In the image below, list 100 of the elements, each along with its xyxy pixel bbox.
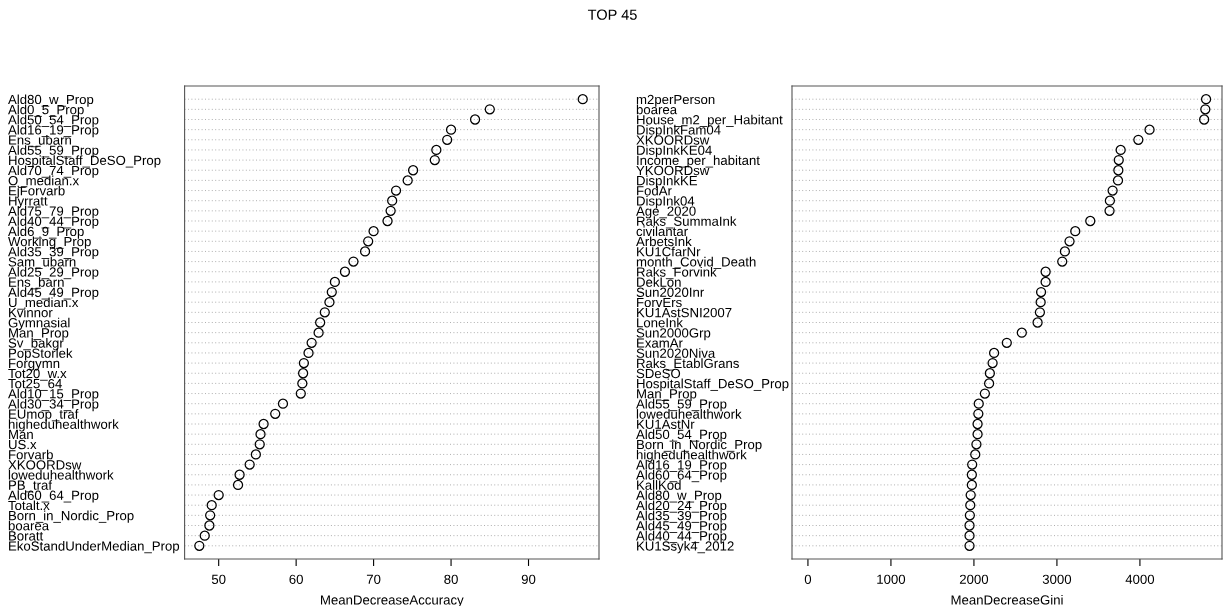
point [965,489,976,501]
point [1133,134,1144,145]
x-tick-label: 2000 [959,574,989,584]
y-tick-label: LoneInk [637,317,683,328]
y-tick-label: month_Covid_Death [636,256,756,269]
point [988,347,1000,359]
point [232,479,244,491]
y-tick-label: XKOORDsw [8,460,82,470]
y-tick-label: KU1CfarNr [637,246,701,257]
point [295,388,306,399]
y-tick-label: Gymnasial [8,317,70,331]
y-tick-label: ForvErs [637,297,682,308]
point [298,357,310,369]
y-tick-label: KU1AstNr [637,419,695,429]
point [983,378,995,389]
point [390,185,402,196]
point [971,439,982,450]
chart-title: TOP 45 [587,9,637,20]
point [326,286,337,298]
point [206,500,217,511]
point [297,378,308,389]
y-tick-label: ArbetsInk [636,236,692,247]
point [329,276,341,288]
point [967,459,978,470]
point [973,398,984,409]
x-tick-label: 4000 [1125,574,1155,584]
point [1040,276,1051,288]
point [313,327,324,338]
point [1057,256,1068,267]
point [972,429,983,440]
point [987,357,998,369]
point [277,398,289,409]
point [1107,185,1118,196]
y-tick-label: loweduhealthwork [8,469,114,480]
point [1113,165,1124,176]
point [363,236,374,247]
y-tick-label: Raks_Forvink [637,266,717,280]
y-tick-label: Sun2020Niva [636,348,716,358]
point [1200,94,1212,105]
point [1016,327,1027,338]
point [1064,236,1075,247]
point [194,540,205,551]
point [348,256,359,267]
point [324,297,335,308]
point [306,337,317,348]
point [1034,307,1046,318]
point [1035,297,1046,308]
point [429,154,440,166]
x-tick-label: 1000 [877,574,906,584]
y-tick-label: Man_Prop [637,389,697,402]
point [1113,154,1124,166]
point [303,347,314,359]
point [964,510,975,521]
point [205,510,216,521]
point [1032,317,1043,328]
point [213,489,224,501]
x-axis-title: MeanDecreaseGini [951,594,1063,605]
x-tick-label: 80 [444,574,458,584]
point [484,104,495,115]
point [431,144,442,156]
point [445,124,457,135]
x-tick-label: 0 [804,574,812,584]
y-tick-label: Sun2020Inr [636,287,705,297]
point [234,469,245,480]
point [359,246,371,257]
point [199,530,210,541]
point [1112,175,1124,186]
point [965,500,976,511]
y-tick-label: Forvarb [9,449,53,460]
point [1144,124,1155,135]
x-tick-label: 50 [211,574,226,584]
point [255,429,266,440]
y-tick-label: KU1AstSNI2007 [637,307,732,318]
point [970,449,981,460]
point [1115,144,1126,156]
point [258,418,269,430]
x-tick-label: 3000 [1042,574,1072,584]
point [972,418,983,430]
point [1001,337,1012,348]
point [297,368,309,379]
point [1040,266,1051,277]
point [1070,226,1081,237]
y-tick-label: HospitalStaff_DeSO_Prop [637,378,789,391]
point [407,165,419,176]
point [254,439,265,450]
point [964,540,975,551]
point [979,388,991,399]
point [339,266,351,277]
y-tick-label: EkoStandUnderMedian_Prop [9,541,180,554]
point [964,530,975,541]
point [442,134,453,145]
point [1035,286,1047,298]
y-tick-label: DekLon [637,277,681,287]
point [1104,195,1116,206]
point [1200,104,1211,115]
point [368,226,379,237]
point [319,307,330,318]
point [1199,114,1210,125]
x-tick-label: 90 [521,574,536,584]
point [966,479,977,491]
